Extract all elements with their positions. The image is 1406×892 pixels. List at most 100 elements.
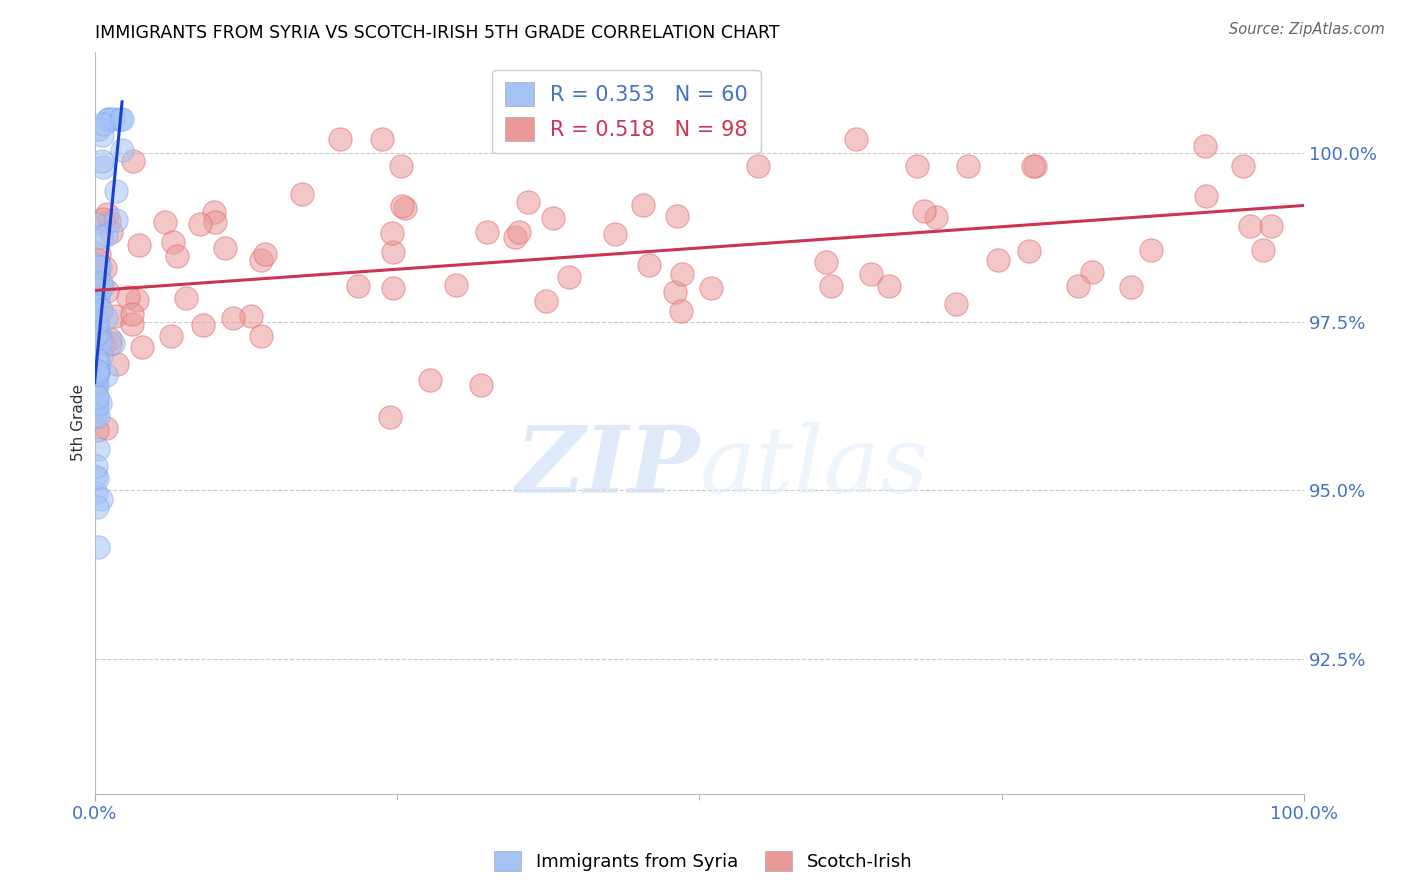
- Point: [204, 215, 226, 229]
- Text: Source: ZipAtlas.com: Source: ZipAtlas.com: [1229, 22, 1385, 37]
- Point: [86, 315, 108, 329]
- Point: [84, 301, 107, 315]
- Point: [89, 331, 111, 345]
- Point: [291, 187, 314, 202]
- Point: [86, 295, 108, 310]
- Point: [98, 112, 121, 127]
- Point: [503, 230, 526, 244]
- Point: [174, 292, 197, 306]
- Point: [86, 409, 108, 424]
- Point: [444, 277, 467, 292]
- Point: [191, 318, 214, 333]
- Point: [96, 368, 118, 382]
- Point: [93, 337, 115, 351]
- Point: [125, 293, 148, 307]
- Point: [1194, 189, 1216, 203]
- Point: [188, 217, 211, 231]
- Point: [86, 423, 108, 437]
- Point: [86, 326, 108, 340]
- Point: [987, 253, 1010, 268]
- Point: [214, 241, 236, 255]
- Point: [166, 249, 188, 263]
- Point: [1251, 243, 1274, 257]
- Point: [382, 244, 405, 259]
- Point: [543, 211, 565, 226]
- Point: [699, 280, 721, 294]
- Point: [155, 214, 177, 228]
- Point: [94, 421, 117, 435]
- Point: [86, 389, 108, 403]
- Point: [86, 352, 108, 367]
- Point: [475, 225, 498, 239]
- Point: [111, 112, 134, 127]
- Point: [664, 285, 686, 299]
- Text: IMMIGRANTS FROM SYRIA VS SCOTCH-IRISH 5TH GRADE CORRELATION CHART: IMMIGRANTS FROM SYRIA VS SCOTCH-IRISH 5T…: [94, 24, 779, 42]
- Point: [86, 500, 108, 514]
- Point: [1239, 219, 1261, 234]
- Text: atlas: atlas: [699, 422, 929, 512]
- Point: [108, 112, 131, 127]
- Point: [90, 277, 112, 291]
- Point: [470, 378, 492, 392]
- Point: [249, 328, 271, 343]
- Point: [381, 226, 404, 240]
- Point: [90, 349, 112, 363]
- Point: [347, 278, 370, 293]
- Point: [90, 230, 112, 244]
- Point: [89, 260, 111, 275]
- Point: [86, 390, 108, 404]
- Point: [121, 317, 143, 331]
- Point: [96, 228, 118, 243]
- Point: [1121, 280, 1143, 294]
- Point: [84, 378, 107, 392]
- Point: [86, 122, 108, 136]
- Point: [90, 153, 112, 168]
- Point: [381, 281, 404, 295]
- Point: [558, 270, 581, 285]
- Point: [128, 237, 150, 252]
- Point: [86, 253, 108, 268]
- Y-axis label: 5th Grade: 5th Grade: [72, 384, 86, 461]
- Point: [394, 201, 416, 215]
- Point: [859, 268, 882, 282]
- Point: [1194, 138, 1216, 153]
- Point: [84, 459, 107, 474]
- Point: [631, 198, 654, 212]
- Point: [508, 225, 530, 239]
- Point: [111, 144, 134, 158]
- Point: [419, 373, 441, 387]
- Point: [86, 378, 108, 392]
- Point: [671, 267, 693, 281]
- Point: [391, 199, 413, 213]
- Point: [87, 363, 110, 377]
- Point: [91, 128, 114, 143]
- Point: [96, 112, 118, 127]
- Point: [747, 160, 769, 174]
- Point: [122, 153, 145, 168]
- Point: [93, 117, 115, 131]
- Point: [104, 309, 127, 323]
- Point: [84, 257, 107, 271]
- Point: [87, 293, 110, 307]
- Point: [86, 260, 108, 274]
- Point: [105, 357, 128, 371]
- Point: [239, 309, 262, 323]
- Point: [389, 160, 412, 174]
- Point: [877, 278, 900, 293]
- Point: [98, 213, 121, 227]
- Point: [517, 194, 540, 209]
- Point: [91, 212, 114, 227]
- Point: [329, 132, 352, 146]
- Point: [117, 290, 139, 304]
- Point: [371, 132, 394, 146]
- Point: [96, 284, 118, 298]
- Point: [83, 468, 105, 483]
- Point: [87, 265, 110, 279]
- Point: [100, 226, 122, 240]
- Point: [87, 325, 110, 339]
- Point: [1080, 265, 1102, 279]
- Point: [86, 318, 108, 332]
- Point: [87, 364, 110, 378]
- Point: [121, 307, 143, 321]
- Point: [89, 334, 111, 349]
